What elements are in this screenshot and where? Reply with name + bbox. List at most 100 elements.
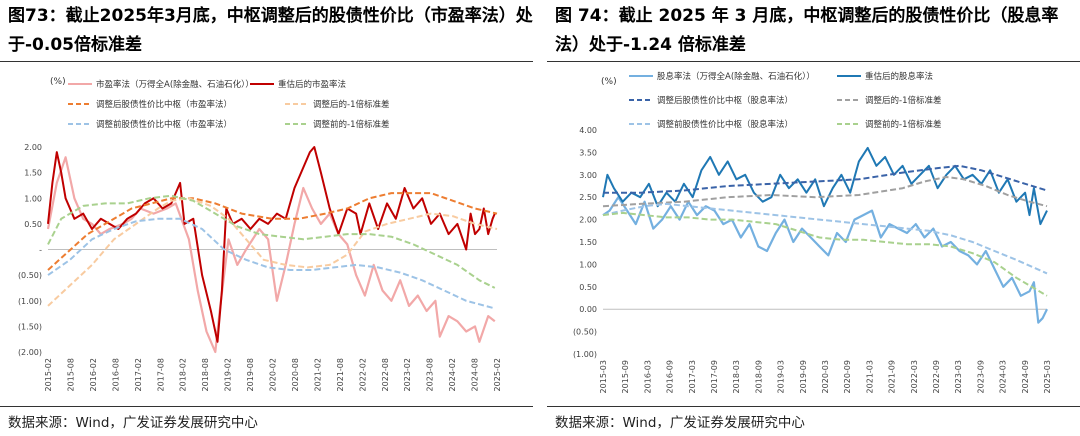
series-line-2 (603, 164, 1048, 194)
x-tick-label: 2015-08 (66, 358, 75, 391)
x-tick-label: 2019-09 (799, 360, 808, 393)
y-tick-label: (0.50) (18, 271, 42, 280)
x-tick-label: 2019-08 (246, 358, 255, 391)
x-tick-label: 2016-09 (666, 360, 675, 393)
x-tick-label: 2025-03 (1043, 360, 1052, 393)
series-line-3 (47, 197, 498, 307)
y-tick-label: 2.00 (24, 143, 42, 152)
y-unit-label: (%) (50, 77, 66, 87)
x-tick-label: 2021-09 (888, 360, 897, 393)
y-tick-label: (2.00) (18, 348, 42, 357)
x-tick-label: 2022-09 (932, 360, 941, 393)
y-tick-label: (1.00) (18, 297, 42, 306)
chart-title: 图73：截止2025年3月底，中枢调整后的股债性价比（市盈率法）处于-0.05倍… (8, 6, 533, 55)
x-tick-label: 2017-09 (710, 360, 719, 393)
x-tick-label: 2023-09 (976, 360, 985, 393)
x-tick-label: 2022-02 (358, 358, 367, 391)
chart-title: 图 74：截止 2025 年 3 月底，中枢调整后的股债性价比（股息率法）处于-… (555, 6, 1059, 55)
legend-label: 调整前的-1倍标准差 (313, 119, 389, 130)
x-tick-label: 2016-02 (89, 358, 98, 391)
x-tick-label: 2022-08 (381, 358, 390, 391)
series-line-0 (46, 156, 496, 354)
x-tick-label: 2023-03 (954, 360, 963, 393)
legend-label: 调整后股债性价比中枢（股息率法） (657, 95, 793, 106)
chart-panel-dividend: 图 74：截止 2025 年 3 月底，中枢调整后的股债性价比（股息率法）处于-… (547, 0, 1080, 436)
series-line-5 (47, 194, 496, 289)
x-tick-label: 2020-03 (821, 360, 830, 393)
y-tick-label: 3.00 (579, 171, 597, 180)
legend-label: 调整前股债性价比中枢（股息率法） (657, 119, 793, 130)
dividend-chart-svg: (%) 股息率法（万得全A(除金融、石油石化）） 重估后的股息率法调整后股债性价比中… (573, 71, 1052, 393)
x-tick-label: 2024-08 (471, 358, 480, 391)
y-tick-label: 1.00 (24, 194, 42, 203)
y-tick-label: (0.50) (573, 328, 597, 337)
y-tick-label: 1.00 (579, 260, 597, 269)
x-tick-label: 2019-02 (224, 358, 233, 391)
pe-chart-svg: (%) 市盈率法（万得全A(除金融、石油石化）） 重估后的市盈率法调整后股债性价比中… (18, 77, 502, 391)
x-tick-label: 2017-08 (156, 358, 165, 391)
x-tick-label: 2019-03 (777, 360, 786, 393)
x-tick-label: 2016-03 (643, 360, 652, 393)
y-tick-label: (1.00) (573, 350, 597, 359)
x-tick-label: 2015-03 (599, 360, 608, 393)
source-note: 数据来源：Wind，广发证券发展研究中心 (555, 415, 805, 431)
legend-label: 股息率法（万得全A(除金融、石油石化）） (657, 71, 815, 82)
legend-label: 重估后的市盈率法 (278, 79, 346, 90)
series-line-4 (602, 202, 1048, 275)
legend-label: 重估后的股息率法 (865, 71, 933, 82)
x-tick-label: 2021-03 (865, 360, 874, 393)
y-tick-label: (1.50) (18, 322, 42, 331)
x-tick-label: 2017-02 (134, 358, 143, 391)
chart-panel-pe: 图73：截止2025年3月底，中枢调整后的股债性价比（市盈率法）处于-0.05倍… (0, 0, 533, 436)
x-tick-label: 2023-08 (426, 358, 435, 391)
x-tick-label: 2024-09 (1021, 360, 1030, 393)
x-tick-label: 2024-02 (448, 358, 457, 391)
source-rule (547, 406, 1080, 407)
x-tick-label: 2025-02 (493, 358, 502, 391)
x-tick-label: 2018-08 (201, 358, 210, 391)
source-note: 数据来源：Wind，广发证券发展研究中心 (8, 415, 258, 431)
legend-label: 调整前股债性价比中枢（市盈率法） (96, 119, 232, 130)
title-rule (547, 61, 1080, 62)
x-tick-label: 2015-02 (44, 358, 53, 391)
y-tick-label: 2.00 (579, 216, 597, 225)
x-tick-label: 2018-09 (754, 360, 763, 393)
x-tick-label: 2021-02 (313, 358, 322, 391)
legend-label: 调整后的-1倍标准差 (313, 99, 389, 110)
series-line-1 (602, 146, 1048, 226)
x-tick-label: 2021-08 (336, 358, 345, 391)
y-tick-label: - (39, 246, 42, 255)
y-tick-label: 3.50 (579, 148, 597, 157)
source-rule (0, 406, 533, 407)
y-tick-label: 0.50 (24, 220, 42, 229)
legend-label: 调整前的-1倍标准差 (865, 119, 941, 130)
x-tick-label: 2023-02 (403, 358, 412, 391)
x-tick-label: 2018-03 (732, 360, 741, 393)
series-line-3 (602, 176, 1048, 208)
series-line-4 (47, 217, 496, 310)
x-tick-label: 2016-08 (111, 358, 120, 391)
legend-label: 调整后股债性价比中枢（市盈率法） (96, 99, 232, 110)
x-tick-label: 2015-09 (621, 360, 630, 393)
y-unit-label: (%) (601, 77, 617, 87)
y-tick-label: 4.00 (579, 126, 597, 135)
y-tick-label: 0.00 (579, 305, 597, 314)
y-tick-label: 0.50 (579, 283, 597, 292)
series-line-2 (47, 192, 498, 271)
y-tick-label: 2.50 (579, 193, 597, 202)
x-tick-label: 2020-08 (291, 358, 300, 391)
legend-label: 市盈率法（万得全A(除金融、石油石化）） (96, 79, 254, 90)
y-tick-label: 1.50 (24, 169, 42, 178)
x-tick-label: 2017-03 (688, 360, 697, 393)
x-tick-label: 2018-02 (179, 358, 188, 391)
x-tick-label: 2022-03 (910, 360, 919, 393)
legend-label: 调整后的-1倍标准差 (865, 95, 941, 106)
series-line-1 (47, 146, 496, 343)
x-tick-label: 2020-09 (843, 360, 852, 393)
x-tick-label: 2020-02 (269, 358, 278, 391)
series-line-0 (602, 196, 1048, 324)
title-rule (0, 61, 533, 62)
series-line-5 (602, 211, 1048, 297)
y-tick-label: 1.50 (579, 238, 597, 247)
x-tick-label: 2024-03 (999, 360, 1008, 393)
